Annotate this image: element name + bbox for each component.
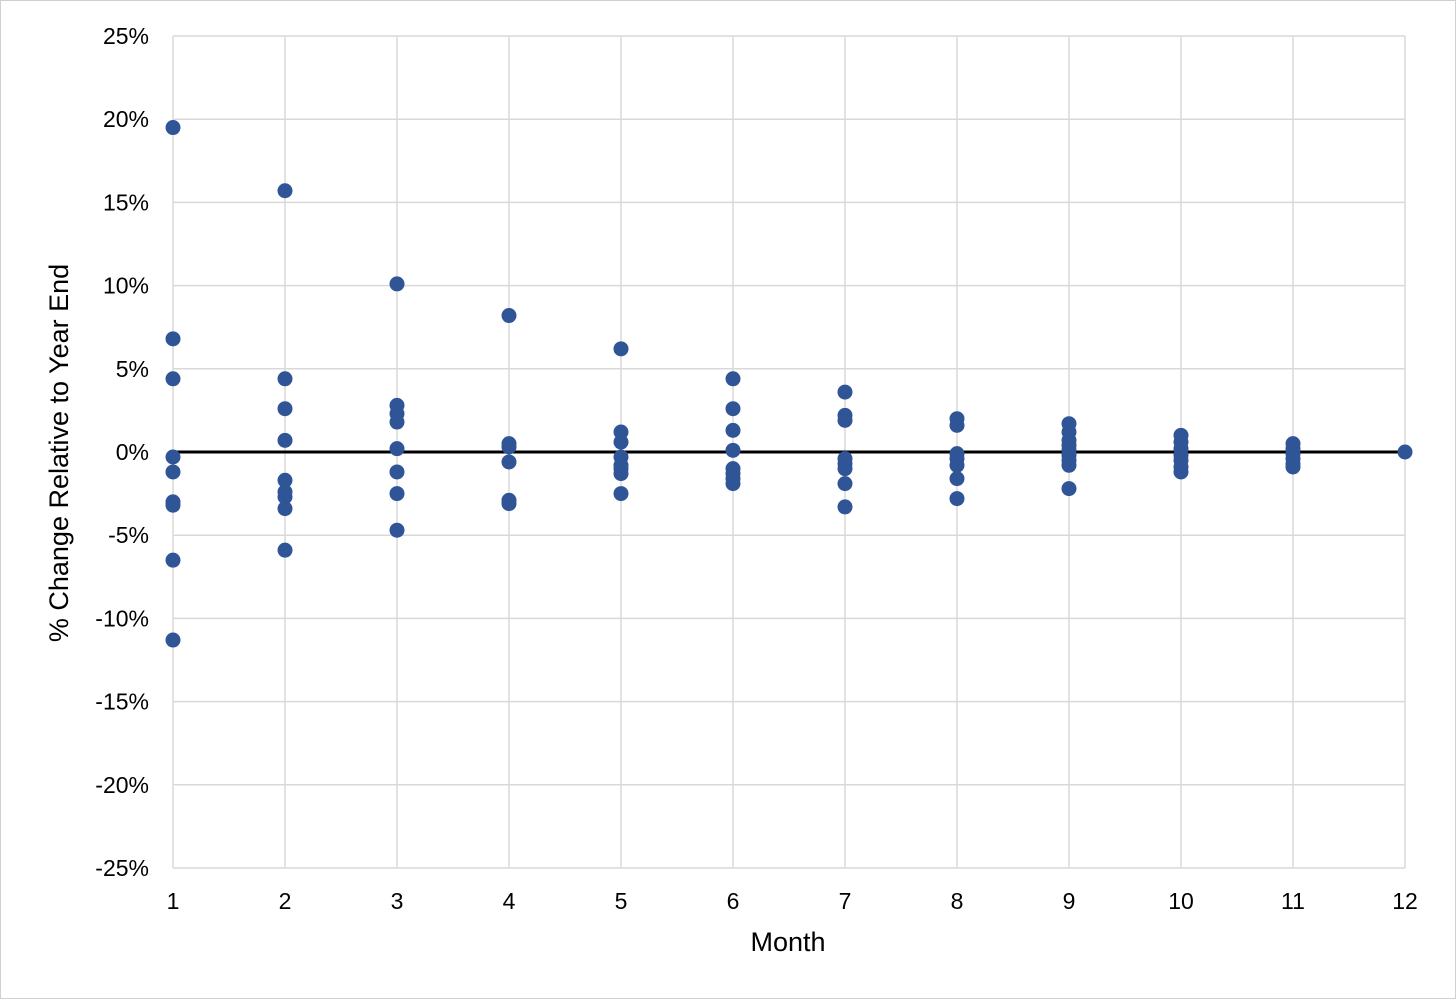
y-tick-label: 0% [116, 439, 149, 465]
y-axis-tick-labels: 25% 20% 15% 10% 5% 0% -5% -10% -15% -20% -25% [95, 23, 149, 881]
data-point [389, 486, 405, 502]
x-tick-label: 8 [951, 888, 964, 914]
data-point [837, 499, 853, 515]
data-point [165, 120, 181, 136]
x-tick-label: 9 [1063, 888, 1076, 914]
data-point [501, 496, 517, 512]
x-tick-label: 4 [503, 888, 516, 914]
y-tick-label: -5% [108, 522, 149, 548]
x-tick-label: 10 [1168, 888, 1194, 914]
data-point [837, 476, 853, 492]
data-point [725, 476, 741, 492]
data-point [389, 464, 405, 480]
x-axis-title: Month [750, 927, 825, 957]
y-tick-label: 5% [116, 356, 149, 382]
y-axis-title: % Change Relative to Year End [44, 264, 74, 642]
data-point [837, 461, 853, 477]
data-point [1397, 444, 1413, 460]
x-tick-label: 12 [1392, 888, 1418, 914]
data-point [277, 501, 293, 517]
data-point [165, 464, 181, 480]
data-point [725, 422, 741, 438]
data-point [725, 371, 741, 387]
data-point [165, 371, 181, 387]
data-point [277, 401, 293, 417]
data-point [389, 522, 405, 538]
data-point [277, 371, 293, 387]
data-point [165, 449, 181, 465]
y-tick-label: 10% [103, 273, 149, 299]
x-tick-label: 1 [167, 888, 180, 914]
x-axis-tick-labels: 1 2 3 4 5 6 7 8 9 10 11 12 [167, 888, 1418, 914]
data-point [277, 542, 293, 558]
y-tick-label: 20% [103, 106, 149, 132]
data-point [949, 471, 965, 487]
data-point [501, 454, 517, 470]
data-point [613, 466, 629, 482]
data-point [613, 341, 629, 357]
data-point [613, 486, 629, 502]
data-point [1173, 464, 1189, 480]
data-point [725, 442, 741, 458]
data-point [501, 439, 517, 455]
data-point [277, 432, 293, 448]
data-point [165, 632, 181, 648]
x-tick-label: 7 [839, 888, 852, 914]
x-tick-label: 11 [1281, 888, 1305, 914]
data-point [949, 491, 965, 507]
data-point [389, 276, 405, 292]
data-point [277, 472, 293, 488]
data-point [277, 183, 293, 199]
x-tick-label: 3 [391, 888, 404, 914]
data-point [725, 401, 741, 417]
data-point [1061, 457, 1077, 473]
data-point [389, 414, 405, 430]
data-point [949, 417, 965, 433]
y-tick-label: -15% [95, 689, 149, 715]
data-point [389, 441, 405, 457]
data-point [501, 308, 517, 324]
data-point [837, 412, 853, 428]
y-tick-label: -10% [95, 605, 149, 631]
data-point [277, 489, 293, 505]
y-tick-label: 25% [103, 23, 149, 49]
data-point [613, 434, 629, 450]
y-tick-label: 15% [103, 189, 149, 215]
data-points [165, 120, 1413, 648]
x-tick-label: 6 [727, 888, 740, 914]
data-point [949, 457, 965, 473]
y-tick-label: -20% [95, 772, 149, 798]
data-point [165, 331, 181, 347]
y-tick-label: -25% [95, 855, 149, 881]
data-point [837, 384, 853, 400]
data-point [165, 552, 181, 568]
data-point [165, 497, 181, 513]
x-tick-label: 5 [615, 888, 628, 914]
data-point [1285, 459, 1301, 475]
x-tick-label: 2 [279, 888, 292, 914]
data-point [1061, 481, 1077, 497]
